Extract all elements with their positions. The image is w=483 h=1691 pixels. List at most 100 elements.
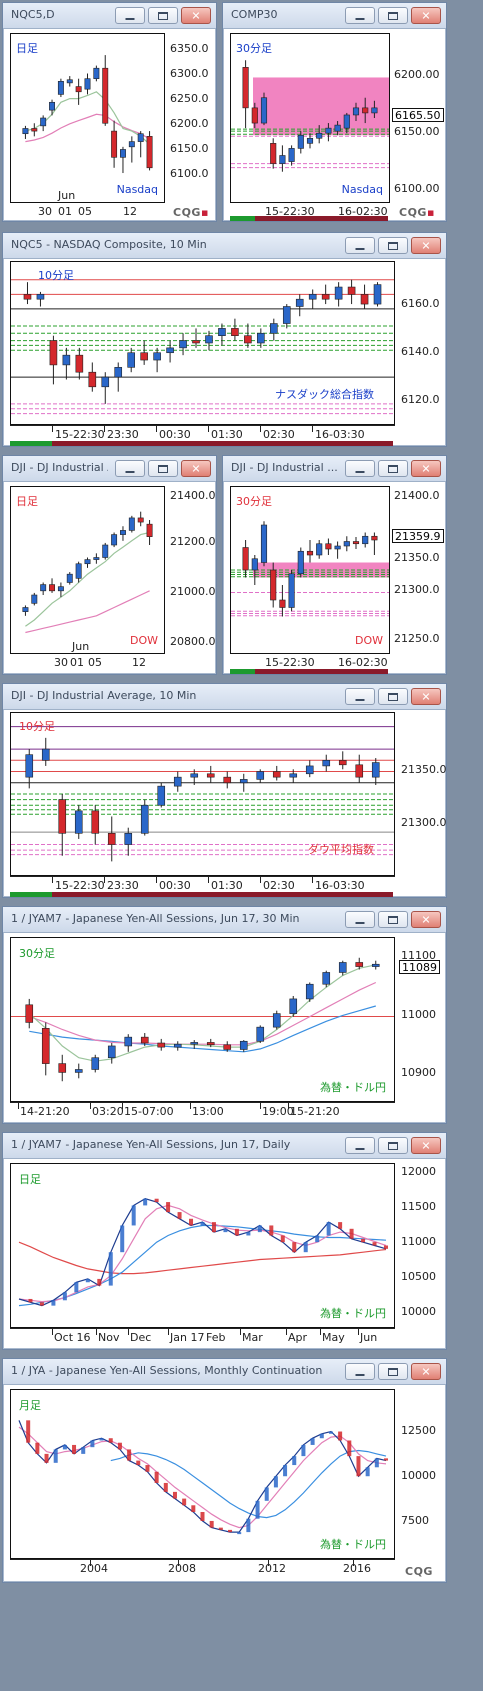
- period-label: 日足: [16, 42, 38, 55]
- chart-plot[interactable]: 30分足 DOW: [230, 486, 390, 654]
- minimize-button[interactable]: [345, 460, 375, 477]
- chart-plot[interactable]: 日足 DOW: [10, 486, 165, 654]
- candle-body: [362, 535, 369, 545]
- window-title: DJI - DJ Industrial ...: [231, 461, 338, 474]
- x-tick-label: 2008: [168, 1562, 196, 1575]
- price-bar: [280, 1235, 285, 1243]
- candle-body: [31, 128, 38, 132]
- chart-plot[interactable]: 10分足 ダウ平均指数: [10, 712, 395, 876]
- maximize-button[interactable]: [378, 911, 408, 928]
- maximize-button[interactable]: [378, 7, 408, 24]
- instrument-label: ナスダック総合指数: [275, 388, 374, 401]
- y-tick-label: 6150.0: [170, 142, 209, 155]
- candle-body: [74, 1069, 83, 1073]
- chart-plot[interactable]: 10分足 ナスダック総合指数: [10, 261, 395, 425]
- price-bar: [283, 1465, 288, 1477]
- chart-window-dow-daily[interactable]: DJI - DJ Industrial Average, Daily ✕ 日足 …: [2, 455, 217, 675]
- close-button[interactable]: ✕: [411, 911, 441, 928]
- y-tick-label: 21350.0: [394, 551, 440, 564]
- maximize-button[interactable]: [148, 460, 178, 477]
- close-button[interactable]: ✕: [181, 7, 211, 24]
- close-button[interactable]: ✕: [411, 237, 441, 254]
- candle-body: [242, 67, 249, 109]
- candle-body: [231, 328, 239, 337]
- x-tick-label: Feb: [206, 1331, 226, 1344]
- close-button[interactable]: ✕: [411, 460, 441, 477]
- x-tick-label: 01:30: [211, 428, 243, 441]
- candle-body: [66, 79, 73, 84]
- titlebar[interactable]: NQC5 - NASDAQ Composite, 10 Min ✕: [3, 233, 446, 259]
- maximize-button[interactable]: [378, 237, 408, 254]
- chart-window-yen-30min[interactable]: 1 / JYAM7 - Japanese Yen-All Sessions, J…: [2, 906, 447, 1124]
- titlebar[interactable]: DJI - DJ Industrial ... ✕: [223, 456, 446, 482]
- chart-window-nasdaq-10min[interactable]: NQC5 - NASDAQ Composite, 10 Min ✕ 10分足 ナ…: [2, 232, 447, 447]
- maximize-button[interactable]: [378, 460, 408, 477]
- titlebar[interactable]: DJI - DJ Industrial Average, 10 Min ✕: [3, 684, 446, 710]
- minimize-button[interactable]: [345, 7, 375, 24]
- candle-body: [239, 779, 248, 784]
- candle-body: [347, 286, 356, 295]
- chart-plot[interactable]: 月足 為替・ドル円: [10, 1389, 395, 1559]
- y-tick-label: 21400.0: [170, 489, 216, 502]
- minimize-button[interactable]: [345, 911, 375, 928]
- maximize-button[interactable]: [148, 7, 178, 24]
- period-label: 10分足: [38, 269, 74, 282]
- close-button[interactable]: ✕: [411, 688, 441, 705]
- price-bar: [234, 1228, 239, 1236]
- chart-window-dow-10min[interactable]: DJI - DJ Industrial Average, 10 Min ✕ 10…: [2, 683, 447, 898]
- y-tick-label: 12000: [401, 1165, 436, 1178]
- minimize-button[interactable]: [345, 1137, 375, 1154]
- close-button[interactable]: ✕: [181, 460, 211, 477]
- maximize-button[interactable]: [378, 688, 408, 705]
- chart-plot[interactable]: 30分足 Nasdaq: [230, 33, 390, 203]
- minimize-button[interactable]: [115, 7, 145, 24]
- candle-body: [102, 67, 109, 124]
- close-button[interactable]: ✕: [411, 1137, 441, 1154]
- y-tick-label: 11000: [401, 1008, 436, 1021]
- chart-window-yen-daily[interactable]: 1 / JYAM7 - Japanese Yen-All Sessions, J…: [2, 1132, 447, 1350]
- minimize-button[interactable]: [345, 1363, 375, 1380]
- minimize-button[interactable]: [115, 460, 145, 477]
- titlebar[interactable]: DJI - DJ Industrial Average, Daily ✕: [3, 456, 216, 482]
- window-title: 1 / JYA - Japanese Yen-All Sessions, Mon…: [11, 1364, 323, 1377]
- titlebar[interactable]: NQC5,D ✕: [3, 3, 216, 29]
- close-button[interactable]: ✕: [411, 7, 441, 24]
- candle-body: [371, 535, 378, 541]
- maximize-button[interactable]: [378, 1363, 408, 1380]
- candle-body: [343, 541, 350, 547]
- candle-body: [260, 97, 268, 124]
- x-tick-label: 02:30: [263, 428, 295, 441]
- price-bar: [349, 1228, 354, 1239]
- chart-window-dow-30min[interactable]: DJI - DJ Industrial ... ✕ 30分足 DOW 21400…: [222, 455, 447, 675]
- chart-plot[interactable]: 日足 為替・ドル円: [10, 1163, 395, 1328]
- candle-body: [23, 294, 32, 300]
- chart-plot[interactable]: 30分足 為替・ドル円: [10, 937, 395, 1102]
- titlebar[interactable]: 1 / JYA - Japanese Yen-All Sessions, Mon…: [3, 1359, 446, 1385]
- x-tick-label: 16-02:30: [338, 656, 388, 669]
- x-tick-label: 14-21:20: [20, 1105, 70, 1118]
- chart-window-nasdaq-30min[interactable]: COMP30 ✕ 30分足 Nasdaq 6200.00 6165.50 615…: [222, 2, 447, 222]
- price-bar: [90, 1440, 95, 1448]
- x-tick-label: 16-03:30: [315, 428, 365, 441]
- y-tick-label: 12500: [401, 1424, 436, 1437]
- chart-plot[interactable]: 日足 Nasdaq: [10, 33, 165, 203]
- maximize-button[interactable]: [378, 1137, 408, 1154]
- candle-body: [146, 523, 153, 537]
- chart-window-nasdaq-daily[interactable]: NQC5,D ✕ 日足 Nasdaq 6350.0 6300.0 6250.0 …: [2, 2, 217, 222]
- minimize-button[interactable]: [345, 688, 375, 705]
- x-tick-label: 00:30: [159, 879, 191, 892]
- close-icon: ✕: [421, 1139, 431, 1152]
- price-bar: [200, 1512, 205, 1521]
- titlebar[interactable]: 1 / JYAM7 - Japanese Yen-All Sessions, J…: [3, 1133, 446, 1159]
- titlebar[interactable]: COMP30 ✕: [223, 3, 446, 29]
- chart-window-yen-monthly[interactable]: 1 / JYA - Japanese Yen-All Sessions, Mon…: [2, 1358, 447, 1583]
- titlebar[interactable]: 1 / JYAM7 - Japanese Yen-All Sessions, J…: [3, 907, 446, 933]
- close-button[interactable]: ✕: [411, 1363, 441, 1380]
- price-bar: [365, 1467, 370, 1477]
- x-tick-label: May: [322, 1331, 345, 1344]
- minimize-button[interactable]: [345, 237, 375, 254]
- price-bar: [177, 1212, 182, 1219]
- y-tick-label: 21000.0: [170, 585, 216, 598]
- ma-line-green: [25, 91, 150, 145]
- y-tick-label: 6150.00: [394, 125, 440, 138]
